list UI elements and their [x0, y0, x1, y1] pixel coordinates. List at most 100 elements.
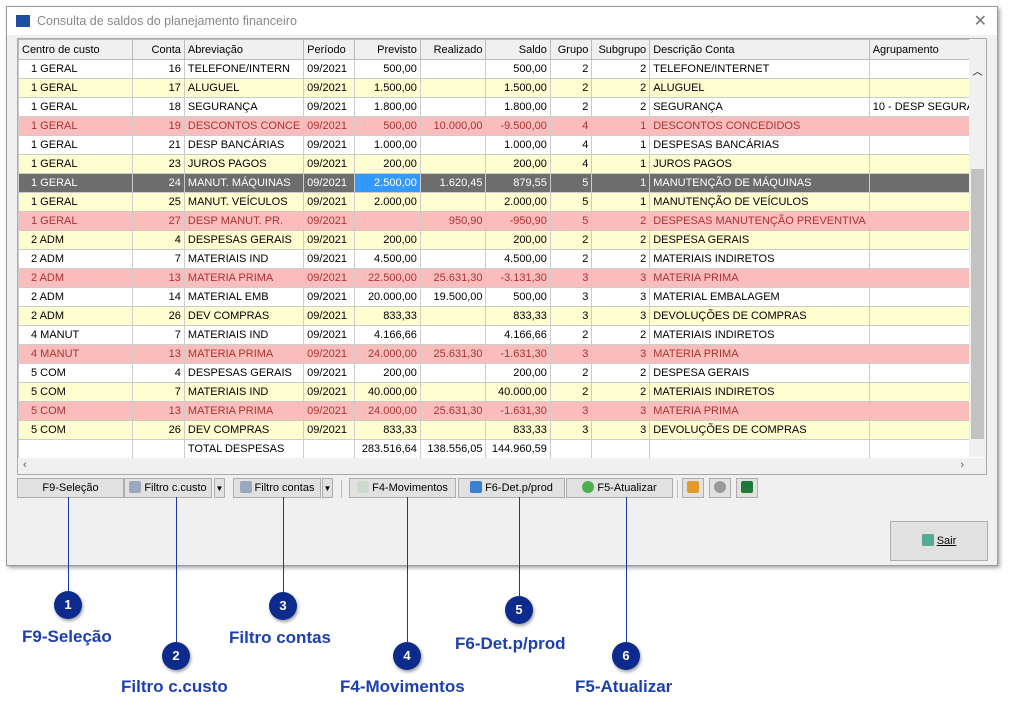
table-cell[interactable]: 3 [591, 268, 651, 288]
column-header[interactable]: Realizado [419, 39, 487, 60]
filtro-custo-button[interactable]: Filtro c.custo [124, 478, 212, 498]
table-cell[interactable]: 25.631,30 [419, 344, 487, 364]
table-cell[interactable]: 3 [591, 420, 651, 440]
table-cell[interactable] [868, 78, 986, 98]
table-cell[interactable]: MATERIA PRIMA [649, 268, 870, 288]
table-row[interactable]: 5 COM 13 MATERIA PRIMA 09/2021 24.000,00 25.6… [18, 401, 986, 421]
table-cell[interactable]: 09/2021 [303, 344, 356, 364]
table-cell[interactable] [419, 306, 487, 326]
table-cell[interactable]: MATERIA PRIMA [183, 344, 305, 364]
table-cell[interactable]: 3 [549, 344, 593, 364]
table-cell[interactable] [868, 306, 986, 326]
table-row[interactable]: 2 ADM 13 MATERIA PRIMA 09/2021 22.500,00 25.6… [18, 268, 986, 288]
table-cell[interactable]: MATERIA PRIMA [183, 268, 305, 288]
filtro-contas-button[interactable]: Filtro contas [233, 478, 321, 498]
table-cell[interactable]: 200,00 [485, 154, 551, 174]
table-cell[interactable]: 200,00 [485, 230, 551, 250]
table-cell[interactable]: 7 [132, 249, 185, 269]
table-cell[interactable]: 1 GERAL [18, 211, 134, 231]
table-cell[interactable]: 13 [132, 401, 185, 421]
table-cell[interactable]: 2 [591, 211, 651, 231]
table-cell[interactable]: 4.500,00 [354, 249, 421, 269]
table-cell[interactable]: 2.500,00 [354, 173, 421, 193]
table-row[interactable]: 1 GERAL 19 DESCONTOS CONCE 09/2021 500,00 10.… [18, 116, 986, 136]
table-cell[interactable]: DEV COMPRAS [183, 420, 305, 440]
table-cell[interactable]: 26 [132, 306, 185, 326]
f5-atualizar-button[interactable]: F5-Atualizar [566, 478, 673, 498]
table-cell[interactable]: DESPESAS GERAIS [183, 363, 305, 383]
table-cell[interactable] [549, 439, 593, 459]
table-cell[interactable]: MATERIAIS INDIRETOS [649, 249, 870, 269]
table-cell[interactable]: 7 [132, 325, 185, 345]
table-cell[interactable]: 4 [132, 363, 185, 383]
table-cell[interactable]: 879,55 [485, 173, 551, 193]
table-cell[interactable]: MANUT. VEÍCULOS [183, 192, 305, 212]
table-row[interactable]: 1 GERAL 16 TELEFONE/INTERN 09/2021 500,00 500… [18, 59, 986, 79]
f6-det-prod-button[interactable]: F6-Det.p/prod [458, 478, 565, 498]
table-row[interactable]: 4 MANUT 13 MATERIA PRIMA 09/2021 24.000,00 25… [18, 344, 986, 364]
column-header[interactable]: Previsto [354, 39, 421, 60]
table-cell[interactable]: 13 [132, 268, 185, 288]
table-cell[interactable]: 09/2021 [303, 154, 356, 174]
table-cell[interactable]: 22.500,00 [354, 268, 421, 288]
table-cell[interactable]: ALUGUEL [649, 78, 870, 98]
table-cell[interactable]: 200,00 [354, 154, 421, 174]
table-cell[interactable]: TOTAL DESPESAS [183, 439, 305, 459]
table-cell[interactable]: 1 GERAL [18, 59, 134, 79]
table-cell[interactable]: 3 [591, 306, 651, 326]
table-cell[interactable]: DESP MANUT. PR. [183, 211, 305, 231]
table-cell[interactable]: 2 [549, 78, 593, 98]
table-cell[interactable]: 1 GERAL [18, 192, 134, 212]
table-cell[interactable]: 4.166,66 [485, 325, 551, 345]
column-header[interactable]: Abreviação [183, 39, 305, 60]
table-cell[interactable]: -950,90 [485, 211, 551, 231]
table-cell[interactable]: 2 [549, 230, 593, 250]
table-cell[interactable]: 833,33 [354, 306, 421, 326]
table-cell[interactable]: 2 ADM [18, 230, 134, 250]
table-cell[interactable]: 4 MANUT [18, 325, 134, 345]
table-cell[interactable]: 500,00 [354, 59, 421, 79]
table-cell[interactable]: 1.500,00 [354, 78, 421, 98]
table-cell[interactable]: 1 [591, 192, 651, 212]
table-cell[interactable]: 3 [549, 306, 593, 326]
table-cell[interactable]: 2 [591, 325, 651, 345]
table-cell[interactable]: 2 [591, 382, 651, 402]
table-cell[interactable]: DESPESAS BANCÁRIAS [649, 135, 870, 155]
table-cell[interactable]: 4 [549, 135, 593, 155]
table-cell[interactable]: SEGURANÇA [649, 97, 870, 117]
column-header[interactable]: Saldo [485, 39, 551, 60]
table-cell[interactable]: MATERIA PRIMA [649, 401, 870, 421]
table-cell[interactable] [419, 97, 487, 117]
table-cell[interactable]: 09/2021 [303, 401, 356, 421]
table-cell[interactable]: 1 GERAL [18, 154, 134, 174]
table-cell[interactable]: DESPESA GERAIS [649, 230, 870, 250]
table-cell[interactable]: 1.620,45 [419, 173, 487, 193]
table-cell[interactable]: 2 ADM [18, 268, 134, 288]
table-row[interactable]: 1 GERAL 17 ALUGUEL 09/2021 1.500,00 1.500,00 2… [18, 78, 986, 98]
table-cell[interactable]: 09/2021 [303, 59, 356, 79]
table-cell[interactable]: 2 [591, 97, 651, 117]
table-cell[interactable]: 2 ADM [18, 306, 134, 326]
filtro-custo-dropdown[interactable]: ▼ [214, 478, 225, 498]
table-cell[interactable]: 09/2021 [303, 173, 356, 193]
table-cell[interactable] [419, 420, 487, 440]
table-cell[interactable] [868, 382, 986, 402]
table-row[interactable]: TOTAL DESPESAS 283.516,64 138.556,05 144.96… [18, 439, 986, 459]
table-cell[interactable]: 500,00 [485, 59, 551, 79]
table-cell[interactable]: 1 [591, 135, 651, 155]
table-cell[interactable]: 24.000,00 [354, 401, 421, 421]
table-cell[interactable]: 5 COM [18, 382, 134, 402]
table-cell[interactable]: 5 [549, 192, 593, 212]
table-cell[interactable]: 26 [132, 420, 185, 440]
table-row[interactable]: 2 ADM 14 MATERIAL EMB 09/2021 20.000,00 19.50… [18, 287, 986, 307]
close-button[interactable]: ✕ [973, 13, 987, 30]
table-cell[interactable]: MATERIA PRIMA [183, 401, 305, 421]
table-cell[interactable] [868, 211, 986, 231]
table-cell[interactable]: 24 [132, 173, 185, 193]
table-cell[interactable]: 5 COM [18, 401, 134, 421]
table-cell[interactable] [419, 382, 487, 402]
table-cell[interactable]: 4 [549, 154, 593, 174]
table-cell[interactable]: 09/2021 [303, 363, 356, 383]
table-cell[interactable]: 20.000,00 [354, 287, 421, 307]
table-cell[interactable] [419, 59, 487, 79]
